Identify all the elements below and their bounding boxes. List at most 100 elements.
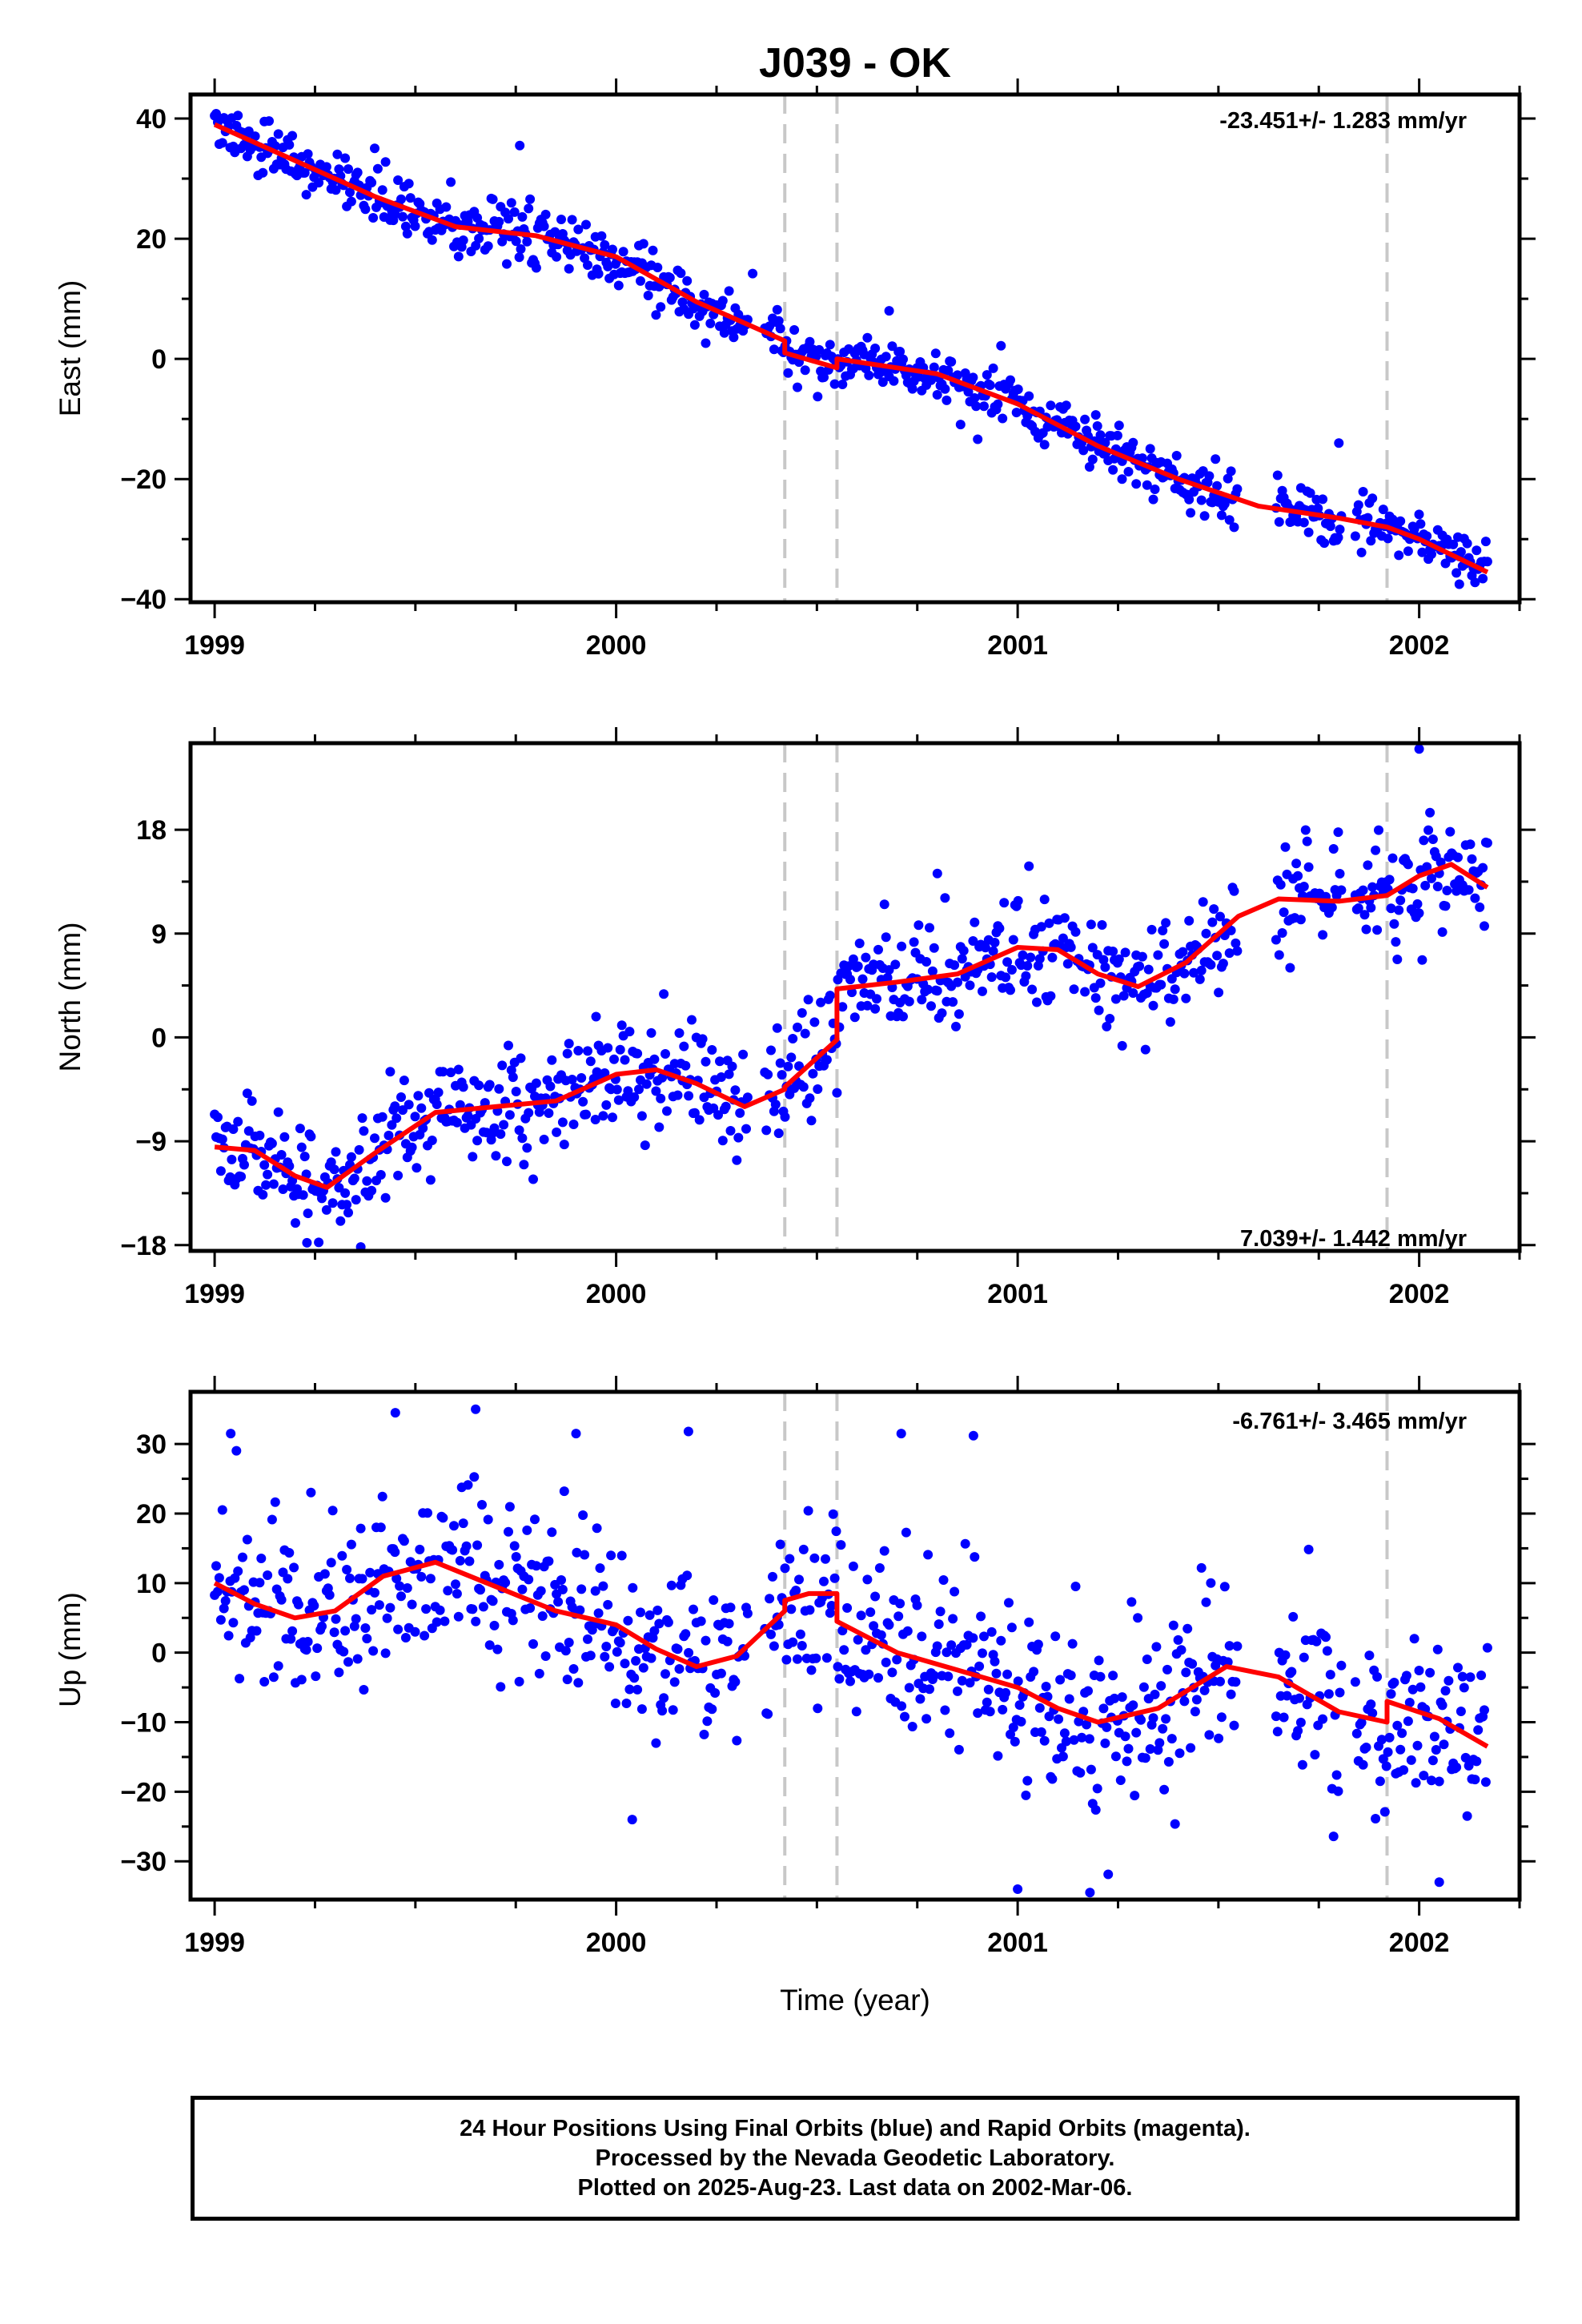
data-point <box>342 1565 352 1574</box>
data-point <box>953 1686 962 1696</box>
north-model-line <box>214 862 1489 1190</box>
data-point <box>1097 920 1107 930</box>
data-point <box>1383 1747 1393 1757</box>
data-point <box>805 1605 815 1615</box>
data-point <box>448 1545 458 1555</box>
data-point <box>1299 882 1309 891</box>
up-axis-label: Up (mm) <box>54 1592 86 1707</box>
data-point <box>1006 985 1015 995</box>
data-point <box>514 252 524 263</box>
y-tick-label: −10 <box>120 1708 167 1739</box>
y-tick-label: 40 <box>136 104 167 135</box>
data-point <box>391 1113 402 1124</box>
data-point <box>327 1198 338 1208</box>
data-point <box>1168 994 1178 1004</box>
data-point <box>1381 1761 1391 1771</box>
data-point <box>954 1009 964 1019</box>
data-point <box>877 377 888 388</box>
data-point <box>238 1552 247 1562</box>
data-point <box>788 1637 798 1647</box>
data-point <box>211 1561 221 1571</box>
data-point <box>763 1709 773 1719</box>
data-point <box>321 162 331 172</box>
data-point <box>990 1656 1000 1667</box>
data-point <box>788 1034 798 1043</box>
data-point <box>974 1661 985 1671</box>
data-point <box>1083 1686 1093 1696</box>
data-point <box>1033 1639 1043 1650</box>
data-point <box>1325 521 1335 532</box>
data-point <box>1431 1745 1441 1755</box>
data-point <box>958 946 969 956</box>
data-point <box>1122 1756 1132 1767</box>
data-point <box>268 1179 279 1189</box>
data-point <box>1384 875 1395 885</box>
data-point <box>1427 1775 1436 1786</box>
data-point <box>1420 880 1431 891</box>
data-point <box>1204 471 1215 481</box>
data-point <box>1207 917 1218 927</box>
data-point <box>296 1675 307 1685</box>
data-point <box>1445 826 1456 837</box>
data-point <box>699 289 709 300</box>
data-point <box>1055 1675 1066 1685</box>
data-point <box>861 952 871 963</box>
data-point <box>960 1538 970 1549</box>
data-point <box>368 213 379 223</box>
data-point <box>722 1636 733 1647</box>
data-point <box>1070 927 1081 937</box>
data-point <box>268 1672 279 1683</box>
data-point <box>1313 503 1323 513</box>
data-point <box>1094 1005 1104 1015</box>
data-point <box>399 1536 409 1546</box>
data-point <box>659 989 669 999</box>
data-point <box>862 332 873 343</box>
data-point <box>509 1541 520 1551</box>
data-point <box>1299 517 1309 528</box>
data-point <box>1159 1784 1170 1795</box>
data-point <box>1440 1686 1451 1696</box>
data-point <box>1092 1783 1102 1794</box>
data-point <box>562 1048 572 1059</box>
data-point <box>932 868 942 879</box>
data-point <box>610 1699 620 1708</box>
data-point <box>213 1112 223 1123</box>
data-point <box>1150 485 1160 494</box>
data-point <box>1151 1642 1162 1652</box>
east-axis-label: East (mm) <box>54 280 86 417</box>
data-point <box>556 1575 566 1585</box>
east-panel: East (mm) 1999 2000 2001 2002 40 20 0 −20 −40 -23… <box>54 78 1536 661</box>
data-point <box>1475 902 1485 912</box>
data-point <box>573 224 584 235</box>
data-point <box>1039 895 1050 905</box>
data-point <box>1480 537 1491 547</box>
data-point <box>595 1563 605 1574</box>
data-point <box>1440 901 1451 911</box>
data-point <box>1464 885 1474 895</box>
data-point <box>585 1056 596 1067</box>
data-point <box>937 1008 947 1019</box>
data-point <box>848 954 858 964</box>
data-point <box>1350 531 1360 541</box>
data-point <box>1199 511 1210 521</box>
data-point <box>1429 1731 1439 1742</box>
data-point <box>1367 882 1378 892</box>
data-point <box>1285 963 1295 973</box>
data-point <box>929 362 939 372</box>
data-point <box>1295 1693 1304 1703</box>
data-point <box>1448 539 1459 549</box>
data-point <box>887 341 897 352</box>
data-point <box>1470 1775 1480 1785</box>
data-point <box>1013 1676 1023 1687</box>
data-point <box>1229 522 1239 533</box>
data-point <box>1272 1727 1283 1737</box>
data-point <box>1156 1681 1166 1691</box>
data-point <box>661 1669 670 1679</box>
data-point <box>1184 494 1195 505</box>
data-point <box>600 239 610 250</box>
data-point <box>346 1152 356 1162</box>
data-point <box>1462 538 1472 549</box>
data-point <box>803 995 813 1005</box>
data-point <box>970 1552 980 1562</box>
data-point <box>786 1604 797 1614</box>
